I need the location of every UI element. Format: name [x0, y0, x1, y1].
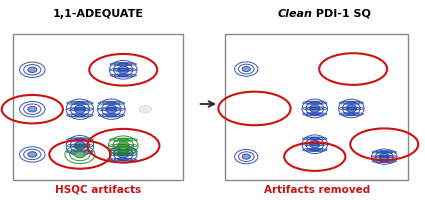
Ellipse shape: [380, 156, 389, 157]
Ellipse shape: [310, 138, 320, 139]
Ellipse shape: [118, 69, 128, 70]
Ellipse shape: [118, 63, 128, 65]
Ellipse shape: [75, 102, 85, 104]
Ellipse shape: [242, 154, 250, 159]
Ellipse shape: [118, 139, 129, 140]
Ellipse shape: [28, 152, 37, 157]
Ellipse shape: [118, 66, 129, 73]
Ellipse shape: [106, 109, 116, 110]
Ellipse shape: [75, 115, 85, 116]
Ellipse shape: [74, 105, 85, 113]
Ellipse shape: [28, 106, 37, 112]
Ellipse shape: [118, 159, 128, 160]
Text: PDI-1 SQ: PDI-1 SQ: [312, 9, 371, 19]
Ellipse shape: [106, 102, 116, 104]
Ellipse shape: [118, 75, 128, 76]
Ellipse shape: [106, 105, 117, 113]
Ellipse shape: [310, 105, 320, 112]
Ellipse shape: [310, 114, 320, 115]
FancyBboxPatch shape: [13, 34, 183, 180]
Ellipse shape: [242, 67, 250, 72]
Ellipse shape: [379, 154, 389, 160]
Ellipse shape: [310, 102, 320, 103]
Ellipse shape: [75, 151, 85, 153]
Ellipse shape: [347, 108, 356, 109]
Ellipse shape: [310, 108, 320, 109]
Ellipse shape: [75, 139, 85, 140]
Ellipse shape: [118, 151, 129, 152]
Ellipse shape: [75, 109, 85, 110]
Text: Clean: Clean: [278, 9, 312, 19]
Ellipse shape: [74, 142, 85, 150]
Ellipse shape: [75, 145, 85, 146]
Text: Artifacts removed: Artifacts removed: [264, 185, 370, 195]
Ellipse shape: [310, 141, 320, 148]
Ellipse shape: [347, 114, 356, 115]
Text: HSQC artifacts: HSQC artifacts: [55, 185, 141, 195]
Ellipse shape: [106, 115, 116, 116]
Ellipse shape: [117, 142, 129, 150]
Ellipse shape: [139, 105, 152, 113]
Ellipse shape: [118, 145, 129, 146]
Ellipse shape: [118, 151, 129, 158]
Ellipse shape: [310, 149, 320, 151]
Ellipse shape: [118, 149, 128, 150]
Ellipse shape: [380, 161, 389, 162]
FancyBboxPatch shape: [225, 34, 408, 180]
Ellipse shape: [118, 154, 128, 155]
Ellipse shape: [310, 144, 320, 145]
Text: 1,1-ADEQUATE: 1,1-ADEQUATE: [52, 9, 143, 19]
Ellipse shape: [28, 67, 37, 72]
Ellipse shape: [74, 151, 85, 158]
Ellipse shape: [380, 151, 389, 152]
Ellipse shape: [347, 102, 356, 103]
Ellipse shape: [346, 105, 357, 112]
